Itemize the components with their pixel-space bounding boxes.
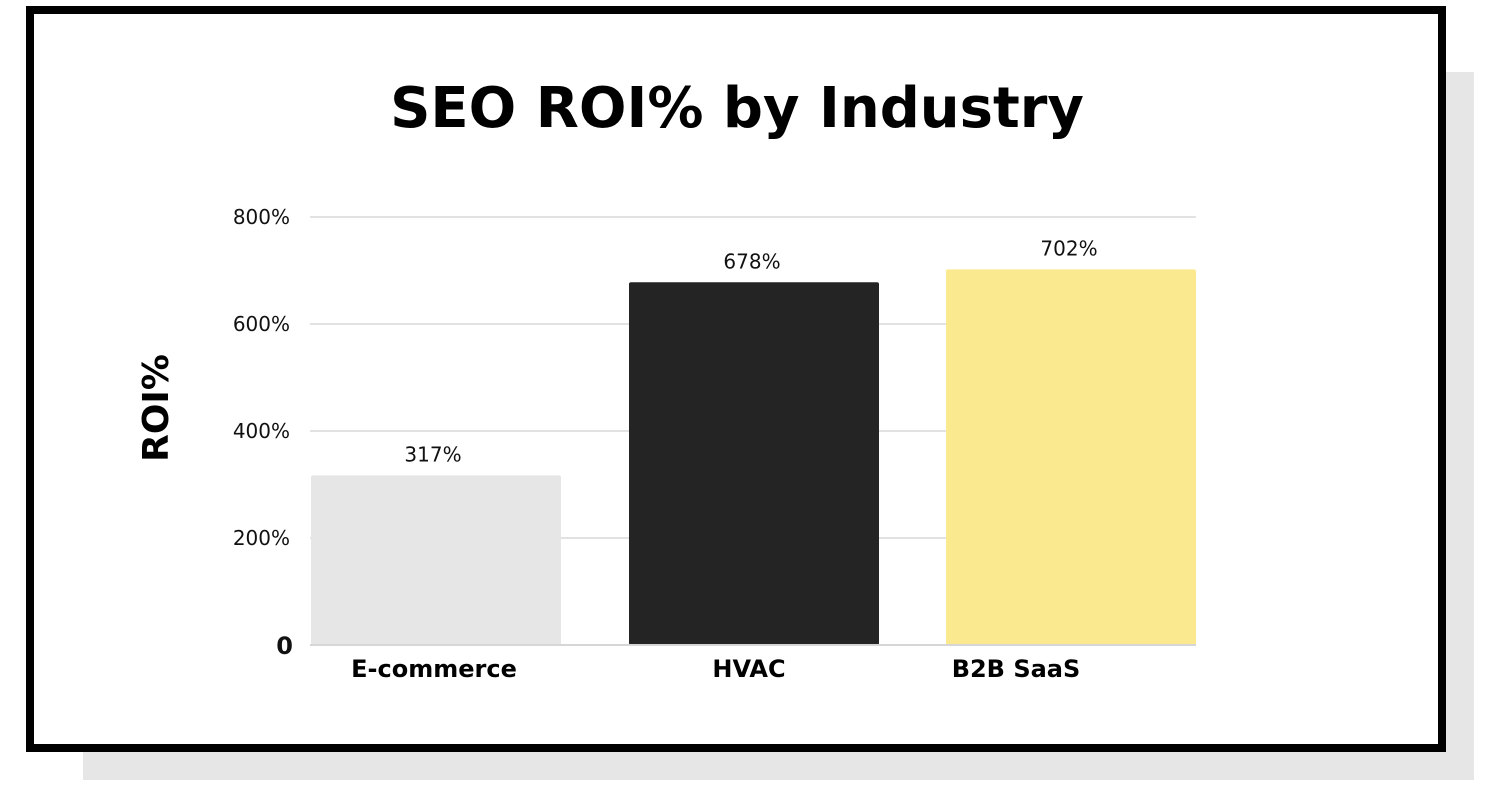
- value-labels: 317% 678% 702%: [404, 236, 1097, 466]
- y-tick-label: 400%: [233, 419, 290, 443]
- bar: [629, 282, 879, 645]
- x-tick-label: HVAC: [712, 655, 785, 683]
- x-axis-ticks: E-commerce HVAC B2B SaaS: [351, 655, 1080, 683]
- chart-title: SEO ROI% by Industry: [390, 76, 1084, 141]
- bar: [311, 475, 561, 645]
- y-axis-ticks: 0 200% 400% 600% 800%: [233, 205, 293, 660]
- x-tick-label: E-commerce: [351, 655, 517, 683]
- y-axis-label: ROI%: [136, 354, 177, 462]
- bar: [946, 269, 1196, 645]
- value-label: 678%: [723, 249, 780, 273]
- bars: [311, 269, 1196, 645]
- y-tick-label: 0: [276, 632, 293, 660]
- value-label: 317%: [404, 442, 461, 466]
- value-label: 702%: [1040, 236, 1097, 260]
- y-tick-label: 200%: [233, 526, 290, 550]
- y-tick-label: 800%: [233, 205, 290, 229]
- y-tick-label: 600%: [233, 312, 290, 336]
- x-tick-label: B2B SaaS: [952, 655, 1081, 683]
